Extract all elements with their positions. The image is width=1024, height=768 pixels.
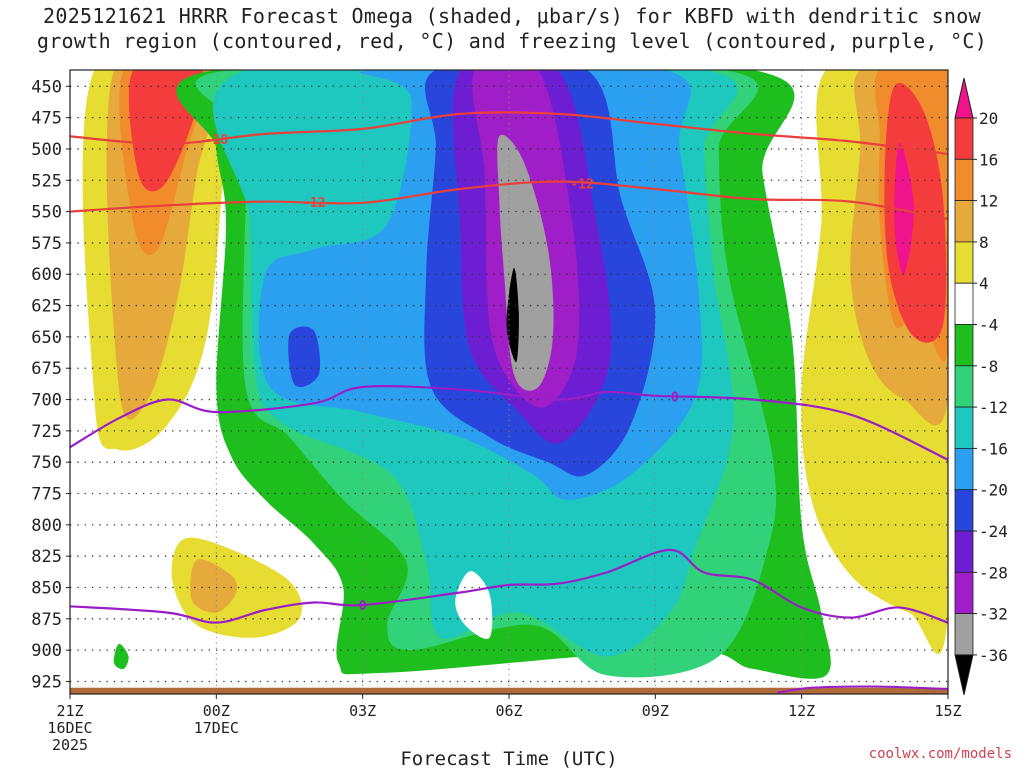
y-tick-label: 775 <box>31 485 62 505</box>
credit-text: coolwx.com/models <box>868 746 1012 762</box>
y-tick-label: 800 <box>31 516 62 536</box>
x-tick-label: 17DEC <box>194 719 239 737</box>
x-tick-label: 09Z <box>642 702 669 720</box>
colorbar-bin <box>954 241 974 284</box>
y-tick-label: 650 <box>31 328 62 348</box>
colorbar-tick-label: -20 <box>979 481 1008 500</box>
colorbar-tick-label: -32 <box>979 605 1008 624</box>
colorbar-tick-label: -16 <box>979 439 1008 458</box>
chart-title: 2025121621 HRRR Forecast Omega (shaded, … <box>0 4 1024 54</box>
x-tick-label: 06Z <box>495 702 522 720</box>
colorbar-top-arrow <box>954 77 974 119</box>
colorbar-bin <box>954 571 974 614</box>
colorbar-bin <box>954 200 974 243</box>
contour-line-3 <box>70 548 948 624</box>
contour-line-0 <box>70 111 948 156</box>
colorbar-bin <box>954 365 974 408</box>
y-tick-label: 750 <box>31 453 62 473</box>
y-axis: 450 475 500 525 550 575 600 625 650 675 700 725 750 7… <box>31 77 70 692</box>
omega-region-20 <box>506 267 519 363</box>
colorbar-bottom-arrow <box>954 654 974 696</box>
omega-region-10 <box>894 142 914 275</box>
colorbar-tick-label: -12 <box>979 398 1008 417</box>
colorbar-tick-label: -8 <box>979 357 998 376</box>
omega-region-22 <box>113 643 129 670</box>
contour-line-1 <box>70 180 948 221</box>
colorbar-legend: 20 16 12 8 4 -4 -8 -12 -16 -20 -24 -28 -32 -36 <box>954 77 1008 696</box>
x-tick-label: 16DEC <box>47 719 92 737</box>
y-tick-label: 675 <box>31 359 62 379</box>
colorbar-bin <box>954 613 974 656</box>
colorbar-tick-label: 4 <box>979 274 989 293</box>
title-line-2: growth region (contoured, red, °C) and f… <box>36 29 988 53</box>
contour-label: -12 <box>570 177 593 192</box>
x-tick-label: 03Z <box>349 702 376 720</box>
contour-label: 0 <box>359 599 367 614</box>
contour-label: -18 <box>205 133 229 148</box>
y-tick-label: 925 <box>31 672 62 692</box>
y-tick-label: 825 <box>31 547 62 567</box>
colorbar-bin <box>954 530 974 573</box>
colorbar-bin <box>954 117 974 160</box>
y-tick-label: 900 <box>31 641 62 661</box>
colorbar-tick-label: 16 <box>979 150 998 169</box>
colorbar-bin <box>954 406 974 449</box>
y-tick-label: 725 <box>31 422 62 442</box>
colorbar-tick-label: -24 <box>979 522 1008 541</box>
x-tick-label: 00Z <box>203 702 230 720</box>
y-tick-label: 575 <box>31 234 62 254</box>
colorbar-tick-label: -28 <box>979 563 1008 582</box>
colorbar-bin <box>954 158 974 202</box>
y-tick-label: 500 <box>31 140 62 160</box>
colorbar-bin <box>954 447 974 491</box>
contour-line-2 <box>70 385 948 461</box>
y-tick-label: 875 <box>31 610 62 630</box>
x-tick-label: 12Z <box>788 702 815 720</box>
x-tick-label: 21Z <box>56 702 83 720</box>
colorbar-bin <box>954 324 974 367</box>
colorbar-tick-label: -4 <box>979 316 998 335</box>
grid-lines <box>70 70 948 694</box>
colorbar-tick-label: 20 <box>979 109 998 128</box>
contour-label: 0 <box>671 391 679 406</box>
y-tick-label: 450 <box>31 77 62 97</box>
colorbar-tick-label: 12 <box>979 192 998 211</box>
y-tick-label: 525 <box>31 171 62 191</box>
y-tick-label: 625 <box>31 297 62 317</box>
contour-lines: -18 -12 -12 0 0 <box>70 111 948 694</box>
x-tick-label: 15Z <box>934 702 961 720</box>
omega-region-5 <box>190 559 238 613</box>
contour-line-lower-right <box>777 685 948 694</box>
colorbar-tick-label: -36 <box>979 646 1008 665</box>
contour-label: -12 <box>302 196 325 211</box>
y-tick-label: 850 <box>31 578 62 598</box>
x-tick-label: 2025 <box>52 736 88 754</box>
omega-shading <box>70 70 948 694</box>
colorbar-bin <box>954 489 974 532</box>
colorbar-bin <box>954 282 974 325</box>
y-tick-label: 475 <box>31 109 62 129</box>
colorbar-tick-label: 8 <box>979 233 989 252</box>
title-line-1: 2025121621 HRRR Forecast Omega (shaded, … <box>43 4 981 28</box>
omega-region-16 <box>288 326 321 388</box>
y-tick-label: 550 <box>31 203 62 223</box>
y-tick-label: 600 <box>31 265 62 285</box>
x-axis-label: Forecast Time (UTC) <box>400 748 617 768</box>
y-tick-label: 700 <box>31 391 62 411</box>
